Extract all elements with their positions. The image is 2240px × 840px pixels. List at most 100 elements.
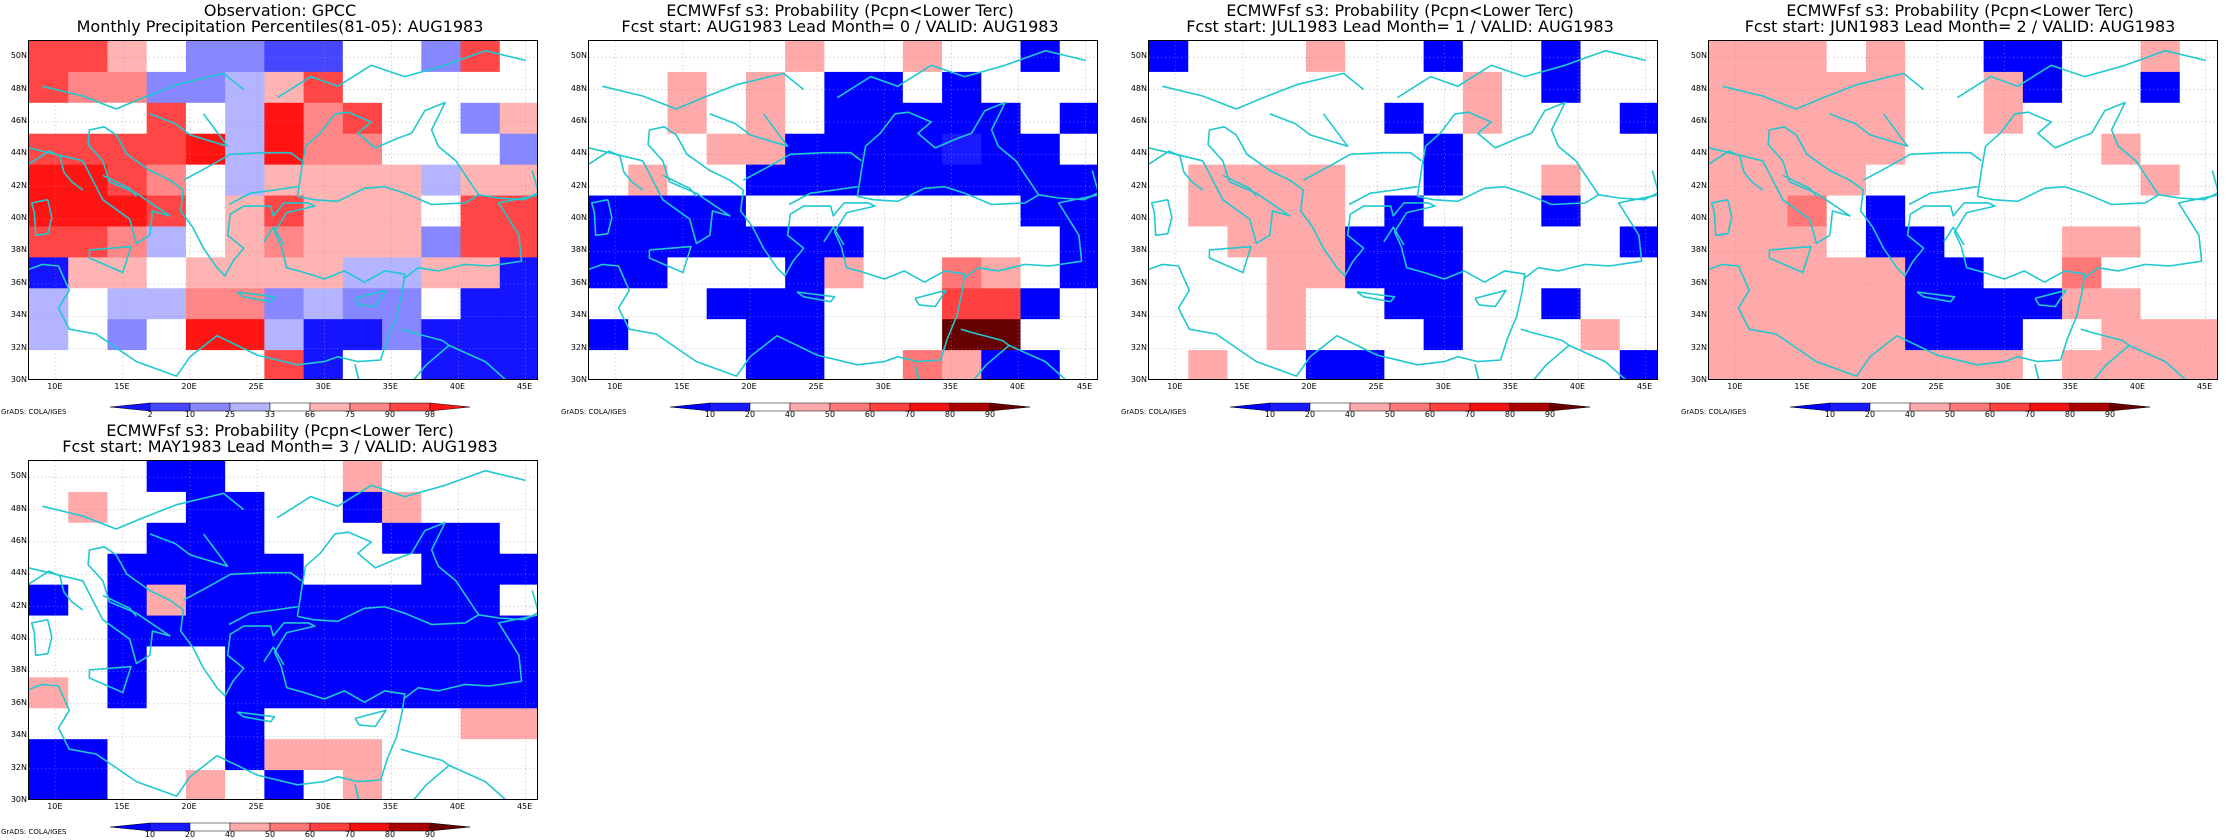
colorbar-label: 70 — [344, 830, 356, 839]
coastline — [1722, 72, 1925, 110]
longitude-tick-label: 25E — [248, 802, 264, 811]
data-cell — [185, 195, 226, 228]
data-cell — [1748, 226, 1789, 258]
data-cell — [499, 319, 537, 351]
longitude-tick-label: 20E — [181, 802, 197, 811]
data-cell — [421, 615, 462, 648]
data-cell — [628, 350, 669, 379]
data-cell — [29, 522, 69, 555]
data-cell — [1502, 71, 1542, 104]
data-cell — [1502, 102, 1542, 135]
colorbar-label: 50 — [264, 830, 276, 839]
data-cell — [1865, 226, 1906, 258]
data-cell — [421, 584, 462, 617]
data-cell — [1709, 319, 1749, 351]
data-cell — [824, 288, 865, 320]
data-cell — [1188, 288, 1229, 320]
data-cell — [1826, 226, 1867, 258]
coastline — [478, 192, 537, 201]
data-cell — [2140, 226, 2181, 258]
data-cell — [785, 195, 825, 228]
coastline — [102, 594, 138, 617]
data-cell — [863, 319, 904, 351]
longitude-tick-label: 25E — [248, 382, 264, 391]
data-cell — [185, 164, 226, 197]
map-frame — [1148, 40, 1658, 380]
colorbar-label: 80 — [1504, 410, 1516, 419]
latitude-tick-label: 30N — [570, 375, 587, 384]
data-cell — [628, 288, 669, 320]
panel-subtitle: Fcst start: AUG1983 Lead Month= 0 / VALI… — [621, 17, 1059, 36]
data-cell — [185, 71, 226, 104]
longitude-tick-label: 25E — [808, 382, 824, 391]
data-cell — [1983, 350, 2024, 379]
data-cell — [2062, 133, 2102, 166]
data-cell — [1619, 350, 1657, 379]
data-cell — [1020, 350, 1061, 379]
coastline — [88, 665, 132, 694]
data-cell — [2022, 350, 2063, 379]
data-cell — [460, 646, 501, 678]
colorbar-label: 90 — [984, 410, 996, 419]
latitude-tick-label: 48N — [1690, 83, 1707, 93]
data-cell — [2179, 41, 2217, 73]
colorbar-label: 25 — [224, 410, 236, 419]
data-cell — [2062, 164, 2102, 197]
data-cell — [2062, 195, 2102, 228]
data-cell — [264, 288, 305, 320]
coastline — [354, 364, 360, 379]
data-cell — [499, 461, 537, 493]
data-cell — [185, 319, 226, 351]
coastline — [276, 49, 526, 99]
data-cell — [1619, 319, 1657, 351]
data-cell — [1020, 288, 1061, 320]
data-cell — [225, 461, 265, 493]
coastline — [1710, 198, 1733, 237]
data-cell — [2101, 288, 2142, 320]
data-cell — [1944, 319, 1985, 351]
latitude-tick-label: 44N — [570, 148, 587, 158]
coastline — [914, 289, 947, 308]
data-cell — [1059, 133, 1097, 166]
data-cell — [1149, 164, 1189, 197]
data-cell — [264, 195, 305, 228]
longitude-tick-label: 35E — [382, 382, 398, 391]
latitude-tick-label: 36N — [1130, 277, 1147, 287]
data-cell — [1787, 195, 1828, 228]
data-cell — [1462, 350, 1503, 379]
data-cell — [382, 41, 422, 73]
data-cell — [1059, 164, 1097, 197]
data-cell — [2022, 133, 2063, 166]
latitude-tick-label: 46N — [1130, 115, 1147, 125]
data-cell — [303, 553, 344, 586]
data-cell — [421, 164, 462, 197]
data-cell — [1944, 288, 1985, 320]
coastline — [788, 185, 858, 206]
data-cell — [706, 102, 747, 135]
data-cell — [706, 133, 747, 166]
longitude-tick-label: 40E — [2129, 382, 2146, 391]
data-cell — [1305, 319, 1346, 351]
data-cell — [264, 133, 305, 166]
data-cell — [1059, 102, 1097, 135]
coastline — [1269, 113, 1349, 147]
data-cell — [421, 491, 462, 524]
colorbar-label: 90 — [384, 410, 396, 419]
data-cell — [342, 770, 383, 799]
data-cell — [146, 770, 187, 799]
data-cell — [1905, 164, 1945, 197]
data-cell — [1227, 195, 1268, 228]
data-cell — [1619, 288, 1657, 320]
data-cell — [2101, 102, 2142, 135]
map-panel-lead0: ECMWFsf s3: Probability (Pcpn<Lower Terc… — [560, 0, 1120, 420]
colorbar — [95, 398, 485, 417]
data-cell — [2140, 257, 2181, 289]
data-cell — [1865, 319, 1906, 351]
data-cell — [499, 41, 537, 73]
data-cell — [2022, 226, 2063, 258]
data-cell — [225, 195, 265, 228]
latitude-tick-label: 50N — [1690, 51, 1707, 61]
latitude-tick-label: 48N — [10, 503, 27, 513]
data-cell — [1345, 102, 1385, 135]
data-cell — [264, 102, 305, 135]
